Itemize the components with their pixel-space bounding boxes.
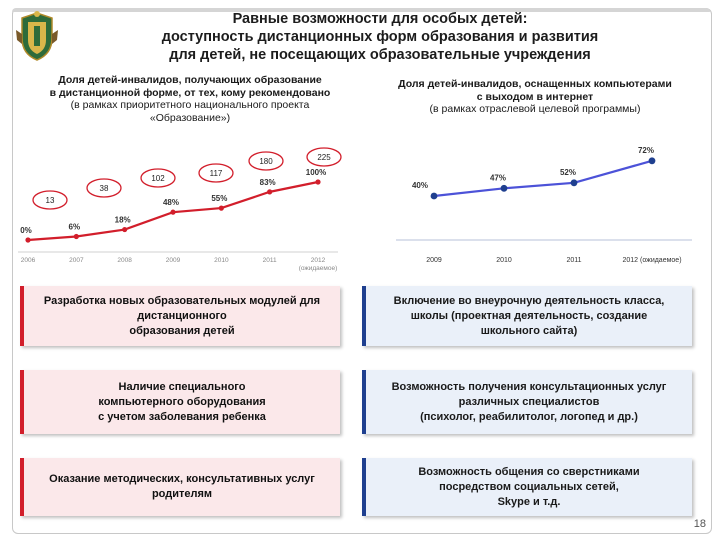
callout-label: 102 xyxy=(151,174,165,183)
caption-line: с выходом в интернет xyxy=(476,90,594,103)
box-line: родителям xyxy=(151,488,213,500)
caption-line: «Образование») xyxy=(149,111,231,124)
data-point xyxy=(25,237,31,243)
point-label: 55% xyxy=(211,194,227,203)
box-line: дистанционного xyxy=(137,309,227,322)
caption-line: Доля детей-инвалидов, получающих образов… xyxy=(58,74,322,86)
point-label: 72% xyxy=(638,146,654,155)
series-line xyxy=(433,159,653,198)
box-line: (психолог, реабилитолог, логопед и др.) xyxy=(420,410,638,423)
box-line: Разработка новых образовательных модулей… xyxy=(43,294,321,307)
page-title: Равные возможности для особых детей: дос… xyxy=(120,10,640,64)
data-point xyxy=(170,209,176,215)
x-tick-note: (ожидаемое) xyxy=(299,265,338,272)
title-line: для детей, не посещающих образовательные… xyxy=(169,47,591,63)
data-point xyxy=(315,179,321,185)
page-number: 18 xyxy=(693,518,706,530)
callout-label: 13 xyxy=(46,196,55,205)
x-tick-label: 2006 xyxy=(21,257,36,264)
box-line: Наличие специального xyxy=(118,380,246,393)
feature-box-left-2: Наличие специального компьютерного обору… xyxy=(20,370,340,434)
point-label: 47% xyxy=(490,173,506,182)
feature-box-left-3: Оказание методических, консультативных у… xyxy=(20,458,340,516)
point-label: 6% xyxy=(69,223,81,232)
box-line: Включение во внеурочную деятельность кла… xyxy=(393,294,665,307)
box-line: Оказание методических, консультативных у… xyxy=(49,473,315,485)
x-tick-label: 2012 (ожидаемое) xyxy=(622,257,681,264)
box-line: Возможность получения консультационных у… xyxy=(391,380,667,393)
box-line: школьного сайта) xyxy=(480,324,578,337)
title-line: доступность дистанционных форм образован… xyxy=(161,29,599,45)
x-tick-label: 2009 xyxy=(426,257,442,264)
x-tick-label: 2010 xyxy=(214,257,229,264)
box-text: Возможность получения консультационных у… xyxy=(392,380,667,425)
box-text: Разработка новых образовательных модулей… xyxy=(44,294,320,339)
caption-line: в дистанционной форме, от тех, кому реко… xyxy=(49,86,331,99)
data-point xyxy=(267,189,273,195)
box-line: Возможность общения со сверстниками xyxy=(418,465,640,478)
x-tick-label: 2011 xyxy=(566,257,581,264)
x-tick-label: 2010 xyxy=(496,257,512,264)
left-line-chart: 0% 6% 18% 48% 55% 83% 100% 2006 2007 2008 2009 2010… xyxy=(18,147,342,272)
callout-bubble xyxy=(306,147,342,167)
feature-box-right-1: Включение во внеурочную деятельность кла… xyxy=(362,286,692,346)
callout-label: 225 xyxy=(317,153,331,162)
box-text: Наличие специального компьютерного обору… xyxy=(98,380,266,425)
x-tick-label: 2008 xyxy=(117,257,132,264)
point-label: 100% xyxy=(306,168,326,177)
callout-bubble xyxy=(198,163,234,183)
callout-bubble xyxy=(140,168,176,188)
right-line-chart: 40% 47% 52% 72% 2009 2010 2011 2012 (ожидаемое) xyxy=(396,146,692,264)
box-line: образования детей xyxy=(129,324,235,337)
callout-bubble xyxy=(32,190,68,210)
x-tick-label: 2012 xyxy=(311,257,326,264)
callout-label: 117 xyxy=(210,169,223,178)
callout-bubble xyxy=(86,178,122,198)
right-chart-caption: Доля детей-инвалидов, оснащенных компьют… xyxy=(370,78,700,116)
x-tick-label: 2007 xyxy=(69,257,84,264)
x-tick-label: 2009 xyxy=(166,257,181,264)
box-line: различных специалистов xyxy=(458,395,600,408)
callout-label: 38 xyxy=(100,184,109,193)
data-point xyxy=(648,157,656,165)
box-line: посредством социальных сетей, xyxy=(439,480,619,493)
callout-bubble xyxy=(248,151,284,171)
data-point xyxy=(500,184,508,192)
slide-top-bar xyxy=(12,8,710,12)
point-label: 40% xyxy=(412,181,428,190)
x-tick-label: 2011 xyxy=(263,257,277,264)
caption-line: Доля детей-инвалидов, оснащенных компьют… xyxy=(398,78,672,90)
box-text: Возможность общения со сверстниками поср… xyxy=(418,465,639,510)
title-line: Равные возможности для особых детей: xyxy=(232,11,528,27)
coat-of-arms-icon xyxy=(16,11,58,61)
point-label: 52% xyxy=(560,168,576,177)
feature-box-right-3: Возможность общения со сверстниками поср… xyxy=(362,458,692,516)
caption-line: (в рамках приоритетного национального пр… xyxy=(70,99,310,111)
box-line: школы (проектная деятельность, создание xyxy=(410,309,648,322)
point-label: 18% xyxy=(115,216,131,225)
feature-box-right-2: Возможность получения консультационных у… xyxy=(362,370,692,434)
data-point xyxy=(430,192,438,200)
feature-box-left-1: Разработка новых образовательных модулей… xyxy=(20,286,340,346)
caption-line: (в рамках отраслевой целевой программы) xyxy=(429,103,641,115)
callout-label: 180 xyxy=(259,157,273,166)
point-label: 83% xyxy=(260,178,276,187)
box-line: Skype и т.д. xyxy=(497,495,561,508)
left-chart-caption: Доля детей-инвалидов, получающих образов… xyxy=(20,74,360,124)
data-point xyxy=(570,179,578,187)
data-point xyxy=(122,226,128,233)
data-point xyxy=(218,205,224,211)
data-point xyxy=(73,233,79,240)
box-text: Включение во внеурочную деятельность кла… xyxy=(394,294,665,339)
box-line: с учетом заболевания ребенка xyxy=(98,410,266,423)
box-text: Оказание методических, консультативных у… xyxy=(49,472,315,502)
box-line: компьютерного оборудования xyxy=(98,395,266,408)
point-label: 48% xyxy=(163,198,179,207)
point-label: 0% xyxy=(20,226,32,235)
